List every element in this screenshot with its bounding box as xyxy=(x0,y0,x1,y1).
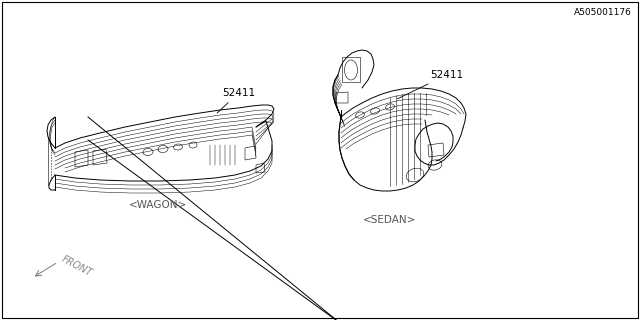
Text: 52411: 52411 xyxy=(397,70,463,99)
Text: <WAGON>: <WAGON> xyxy=(129,200,187,210)
Text: 52411: 52411 xyxy=(217,88,255,113)
Text: <SEDAN>: <SEDAN> xyxy=(364,215,417,225)
Text: A505001176: A505001176 xyxy=(574,8,632,17)
Text: FRONT: FRONT xyxy=(60,253,93,278)
